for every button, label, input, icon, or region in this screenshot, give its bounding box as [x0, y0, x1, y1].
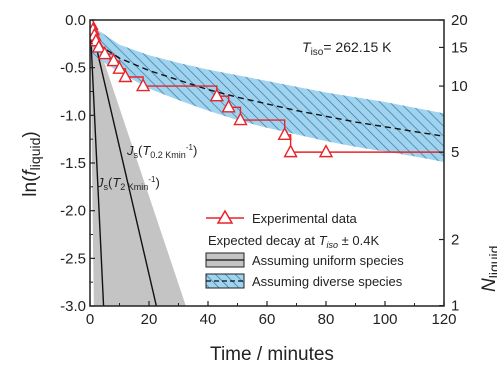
- uniform-species-band: [90, 20, 186, 306]
- legend-experimental-marker: [216, 209, 234, 224]
- y-tick-label: -3.0: [60, 298, 86, 315]
- x-axis-title: Time / minutes: [210, 344, 334, 365]
- js-line-0.2: [90, 20, 158, 306]
- legend-diverse-label: Assuming diverse species: [252, 274, 403, 289]
- experimental-point: [118, 69, 133, 83]
- y-tick-label: -1.5: [60, 155, 86, 172]
- legend-uniform: Assuming uniform species: [205, 252, 404, 268]
- experimental-point: [135, 78, 151, 92]
- y2-axis-title: Nliquid: [479, 246, 497, 292]
- experimental-point: [277, 126, 292, 140]
- x-tick-label: 120: [431, 311, 456, 328]
- x-tick-label: 0: [86, 311, 94, 328]
- experimental-point: [91, 39, 107, 53]
- plot-area: [90, 20, 444, 306]
- js-annotation-2: Js(T2 Kmin-1): [96, 175, 160, 192]
- y-axis-title: ln(fliquid): [20, 131, 43, 196]
- experimental-point: [97, 46, 112, 60]
- legend-uniform-label: Assuming uniform species: [252, 253, 404, 268]
- experimental-point: [112, 60, 127, 74]
- legend-diverse: Assuming diverse species: [205, 273, 403, 289]
- tiso-annotation: Tiso= 262.15 K: [302, 39, 392, 58]
- x-tick-label: 40: [200, 311, 217, 328]
- legend-experimental: Experimental data: [206, 209, 358, 226]
- legend-experimental-label: Experimental data: [252, 211, 358, 226]
- y2-tick-label: 5: [451, 144, 459, 161]
- y-tick-label: -2.5: [60, 250, 86, 267]
- js-annotation-0.2: Js(T0.2 Kmin-1): [126, 143, 197, 160]
- x-tick-label: 100: [372, 311, 397, 328]
- experimental-point: [106, 53, 121, 67]
- experimental-point: [233, 112, 248, 126]
- y2-tick-label: 15: [451, 39, 468, 56]
- y2-tick-label: 10: [451, 78, 468, 95]
- experimental-point: [221, 99, 236, 113]
- y2-tick-label: 2: [451, 232, 459, 249]
- y-tick-label: -2.0: [60, 203, 86, 220]
- ticks: 0 20 40 60 80 100 1200.0-0.5-1.0-1.5-2.0-2.5-3…: [60, 12, 468, 328]
- x-tick-label: 80: [318, 311, 335, 328]
- y-tick-label: -0.5: [60, 60, 86, 77]
- experimental-point: [283, 144, 298, 158]
- y-tick-label: -1.0: [60, 107, 86, 124]
- x-tick-label: 60: [259, 311, 276, 328]
- diverse-species-line: [90, 38, 444, 137]
- experimental-point: [318, 144, 334, 158]
- y2-tick-label: 20: [451, 12, 468, 29]
- diverse-species-band: [90, 24, 444, 163]
- x-tick-label: 20: [141, 311, 158, 328]
- y-tick-label: 0.0: [65, 12, 86, 29]
- y2-tick-label: 1: [451, 298, 459, 315]
- experimental-point: [209, 88, 225, 102]
- legend-decay-title: Expected decay at Tiso ± 0.4K: [208, 233, 379, 250]
